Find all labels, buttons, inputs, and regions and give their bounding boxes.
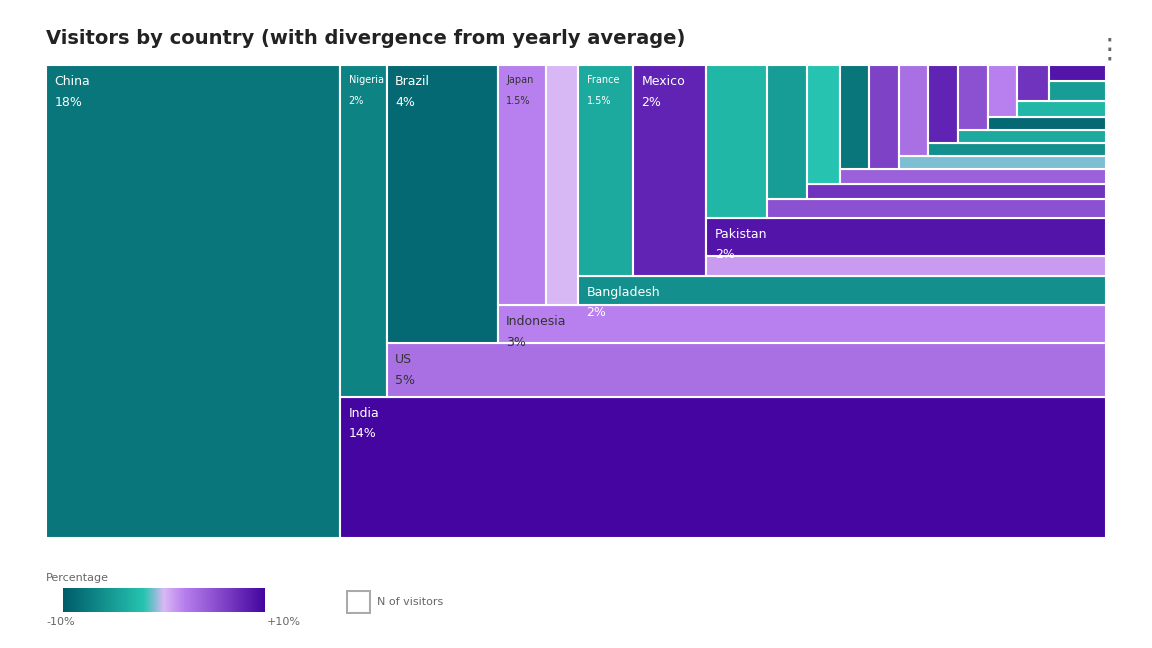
Bar <box>1017 65 1048 101</box>
Bar <box>46 65 340 538</box>
Bar <box>1017 101 1106 117</box>
Text: Bangladesh: Bangladesh <box>586 286 660 299</box>
Bar <box>958 130 1106 143</box>
Text: 18%: 18% <box>54 95 83 109</box>
Text: 2%: 2% <box>642 95 661 109</box>
Bar <box>387 343 1106 397</box>
Bar <box>870 65 899 169</box>
Text: 2%: 2% <box>715 248 735 261</box>
Bar <box>840 65 870 169</box>
Bar <box>929 143 1106 156</box>
Bar <box>498 305 1106 343</box>
Bar <box>1048 65 1106 81</box>
Text: Percentage: Percentage <box>46 573 109 583</box>
Bar <box>899 65 929 156</box>
Bar <box>387 65 498 343</box>
Bar <box>578 65 634 275</box>
Bar <box>899 156 1106 169</box>
Bar <box>987 65 1017 117</box>
Bar <box>578 275 1106 305</box>
Bar <box>546 65 578 305</box>
Bar <box>706 218 1106 256</box>
Bar <box>1048 81 1106 101</box>
Bar <box>706 256 1106 275</box>
Text: US: US <box>395 353 412 366</box>
Text: +10%: +10% <box>267 617 302 627</box>
Text: Mexico: Mexico <box>642 75 685 88</box>
Text: Japan: Japan <box>506 75 533 85</box>
Bar <box>340 397 1106 538</box>
Text: China: China <box>54 75 90 88</box>
Text: 14%: 14% <box>349 428 377 441</box>
Text: N of visitors: N of visitors <box>377 597 444 607</box>
Text: Indonesia: Indonesia <box>506 315 567 329</box>
Bar <box>706 65 767 218</box>
Text: Visitors by country (with divergence from yearly average): Visitors by country (with divergence fro… <box>46 29 685 48</box>
Bar <box>929 65 958 143</box>
Bar <box>840 169 1106 184</box>
Bar <box>808 184 1106 200</box>
Text: -10%: -10% <box>46 617 75 627</box>
Bar <box>958 65 987 130</box>
Bar <box>498 65 546 305</box>
Bar <box>987 117 1106 130</box>
Text: 1.5%: 1.5% <box>506 95 531 106</box>
Text: India: India <box>349 407 379 420</box>
Text: France: France <box>586 75 619 85</box>
Text: 2%: 2% <box>586 307 606 319</box>
Text: ⋮: ⋮ <box>1096 36 1123 64</box>
Text: Brazil: Brazil <box>395 75 430 88</box>
Bar <box>634 65 706 275</box>
Bar <box>767 65 808 200</box>
Bar <box>808 65 840 184</box>
Text: 2%: 2% <box>349 95 364 106</box>
Text: 5%: 5% <box>395 374 415 387</box>
Text: 3%: 3% <box>506 336 526 349</box>
Text: 4%: 4% <box>395 95 415 109</box>
Text: Pakistan: Pakistan <box>715 228 767 241</box>
Text: 1.5%: 1.5% <box>586 95 611 106</box>
Bar <box>767 200 1106 218</box>
Bar <box>340 65 387 397</box>
Text: Nigeria: Nigeria <box>349 75 384 85</box>
